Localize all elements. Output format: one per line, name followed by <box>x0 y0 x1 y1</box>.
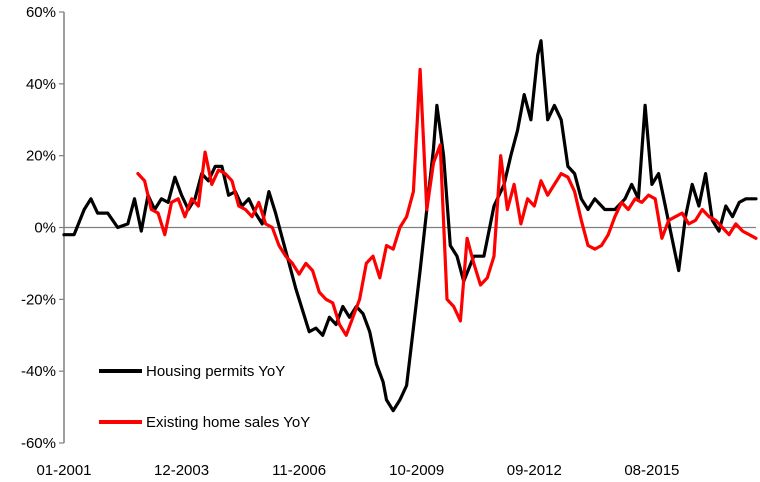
y-tick-label: 60% <box>26 4 56 21</box>
series-line-2 <box>136 67 758 337</box>
legend: Housing permits YoY Existing home sales Y… <box>99 363 310 431</box>
series-layer <box>62 39 758 413</box>
x-tick-label: 10-2009 <box>389 462 444 479</box>
x-tick-label: 01-2001 <box>36 462 91 479</box>
x-tick-label: 11-2006 <box>272 462 326 479</box>
x-tick-label: 08-2015 <box>624 462 679 479</box>
legend-label: Housing permits YoY <box>146 363 285 380</box>
x-tick-label: 09-2012 <box>507 462 562 479</box>
x-axis-ticks: 01-2001 12-2003 11-2006 10-2009 09-2012 08-20… <box>36 462 679 479</box>
x-tick-label: 12-2003 <box>154 462 209 479</box>
y-tick-label: -40% <box>21 363 56 380</box>
y-tick-label: -60% <box>21 435 56 452</box>
y-tick-label: 40% <box>26 76 56 93</box>
legend-label: Existing home sales YoY <box>146 414 310 431</box>
y-tick-label: 0% <box>34 220 56 237</box>
y-tick-label: -20% <box>21 291 56 308</box>
y-tick-label: 20% <box>26 148 56 165</box>
y-axis-ticks: 60% 40% 20% 0% -20% -40% -60% <box>21 4 64 452</box>
